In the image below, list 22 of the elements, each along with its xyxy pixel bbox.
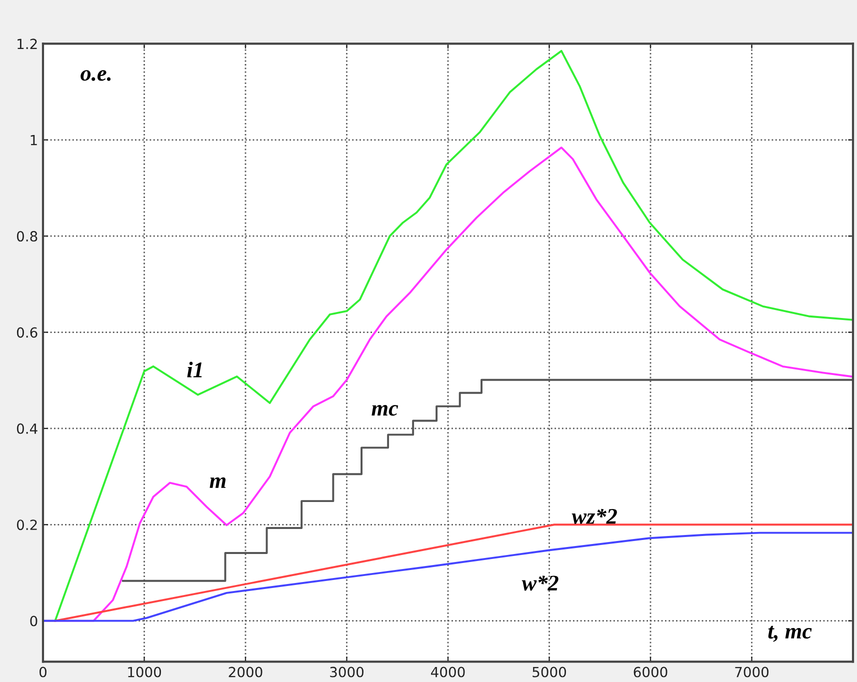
x-tick-label: 2000 bbox=[228, 666, 262, 678]
x-tick-label: 0 bbox=[39, 666, 46, 678]
x-tick-label: 3000 bbox=[330, 666, 364, 678]
x-axis-title: t, mc bbox=[768, 626, 812, 642]
x-tick-label: 5000 bbox=[532, 666, 566, 678]
y-tick-label: 1.2 bbox=[18, 38, 37, 49]
y-tick-label: 1 bbox=[30, 135, 37, 146]
series-label: w*2 bbox=[522, 576, 558, 591]
series-label: wz*2 bbox=[572, 508, 617, 524]
y-tick-label: 0.6 bbox=[16, 327, 38, 338]
y-axis-title: o.e. bbox=[80, 70, 111, 81]
series-label: m bbox=[210, 477, 226, 488]
y-tick-label: 0 bbox=[30, 616, 38, 626]
x-tick-label: 7000 bbox=[735, 666, 768, 678]
series-label: mc bbox=[372, 405, 398, 416]
x-tick-label: 1000 bbox=[128, 666, 161, 678]
x-tick-label: 4000 bbox=[431, 666, 465, 678]
y-tick-label: 0.4 bbox=[16, 423, 38, 434]
x-tick-label: 6000 bbox=[634, 666, 668, 678]
series-label: i1 bbox=[187, 362, 202, 378]
y-tick-label: 0.2 bbox=[16, 520, 37, 530]
y-tick-label: 0.8 bbox=[16, 231, 38, 242]
